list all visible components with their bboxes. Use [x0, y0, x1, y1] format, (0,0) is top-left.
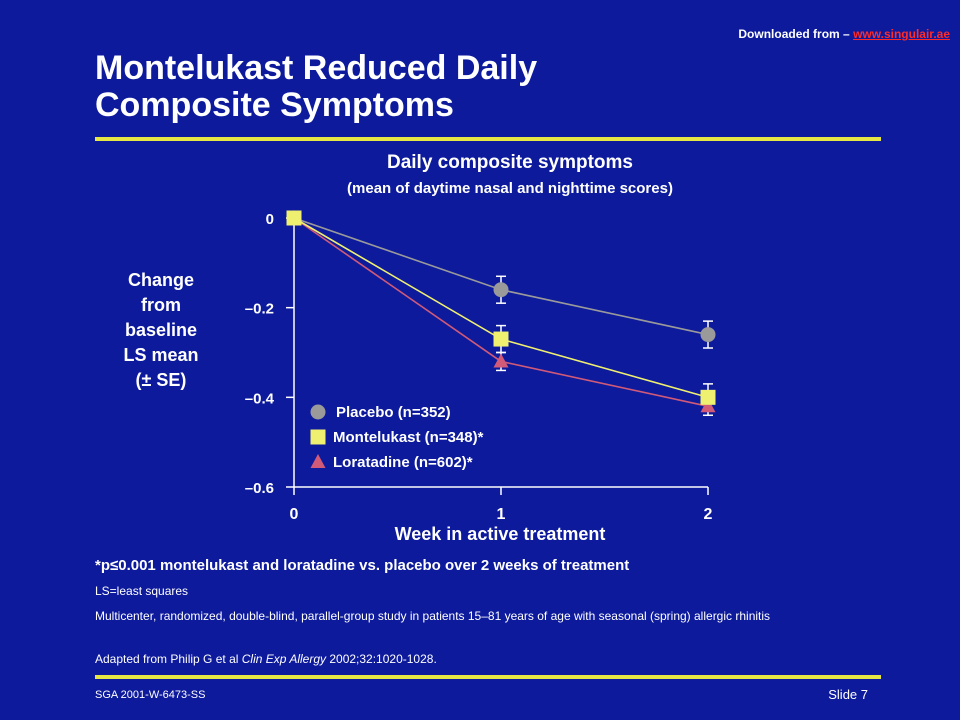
y-tick-label: –0.4 [245, 390, 275, 407]
data-point [700, 389, 716, 405]
title-divider [95, 137, 881, 141]
significance-footnote: *p≤0.001 montelukast and loratadine vs. … [95, 557, 629, 574]
slide-title-line-2: Composite Symptoms [95, 86, 454, 124]
source-link[interactable]: www.singulair.ae [853, 27, 950, 41]
data-point [700, 327, 716, 343]
y-tick-label: 0 [266, 211, 274, 228]
y-label-line: from [141, 295, 181, 315]
footnote-symbol: ≤ [110, 557, 119, 574]
citation-journal: Clin Exp Allergy [241, 652, 327, 666]
y-label-line: Change [127, 270, 194, 290]
line-chart: 0 –0.2 –0.4 –0.6 0 1 2 Placebo (n=352) Monteluk… [245, 210, 716, 544]
download-prefix: Downloaded from – [738, 27, 854, 41]
y-tick-label: –0.2 [245, 301, 274, 318]
citation-suffix: 2002;32:1020-1028. [326, 652, 437, 666]
chart-series [286, 210, 716, 417]
note-least-squares: LS=least squares [95, 584, 189, 598]
slide-title-line-1: Montelukast Reduced Daily [95, 49, 538, 87]
data-point [700, 398, 716, 413]
data-point [493, 282, 509, 298]
data-point [493, 353, 509, 368]
y-label-line: (± SE) [135, 370, 187, 390]
chart-subtitle: (mean of daytime nasal and nighttime sco… [347, 180, 673, 197]
legend-label: Placebo (n=352) [336, 404, 451, 421]
footnote-prefix: *p [95, 557, 110, 574]
note-study-design: Multicenter, randomized, double-blind, p… [95, 609, 771, 623]
citation-prefix: Adapted from Philip G et al [95, 652, 242, 666]
document-code: SGA 2001-W-6473-SS [95, 689, 206, 701]
data-point [286, 210, 302, 226]
legend-marker [310, 404, 326, 420]
note-citation: Adapted from Philip G et al Clin Exp All… [95, 652, 437, 666]
footnote-text: 0.001 montelukast and loratadine vs. pla… [118, 557, 630, 574]
y-label-line: LS mean [123, 345, 199, 365]
chart-legend: Placebo (n=352) Montelukast (n=348)* Lorat… [310, 404, 484, 471]
y-label-line: baseline [124, 320, 198, 340]
chart-axes: 0 –0.2 –0.4 –0.6 0 1 2 [245, 211, 713, 523]
x-tick-label: 0 [290, 506, 299, 523]
footer-divider [95, 675, 881, 679]
chart-title: Daily composite symptoms [386, 152, 634, 173]
legend-label: Montelukast (n=348)* [333, 429, 484, 446]
slide-number: Slide 7 [828, 687, 868, 702]
download-source: Downloaded from – www.singulair.ae [738, 27, 950, 41]
x-tick-label: 2 [704, 506, 713, 523]
legend-marker [310, 454, 326, 468]
data-point [493, 331, 509, 347]
y-axis-label: Change from baseline LS mean (± SE) [100, 268, 222, 393]
y-tick-label: –0.6 [245, 480, 274, 497]
legend-marker [310, 429, 326, 445]
series-line [293, 217, 709, 408]
slide-title: Montelukast Reduced Daily Composite Symp… [95, 50, 537, 124]
legend-label: Loratadine (n=602)* [333, 454, 473, 471]
x-axis-label: Week in active treatment [395, 524, 606, 544]
x-tick-label: 1 [497, 506, 506, 523]
